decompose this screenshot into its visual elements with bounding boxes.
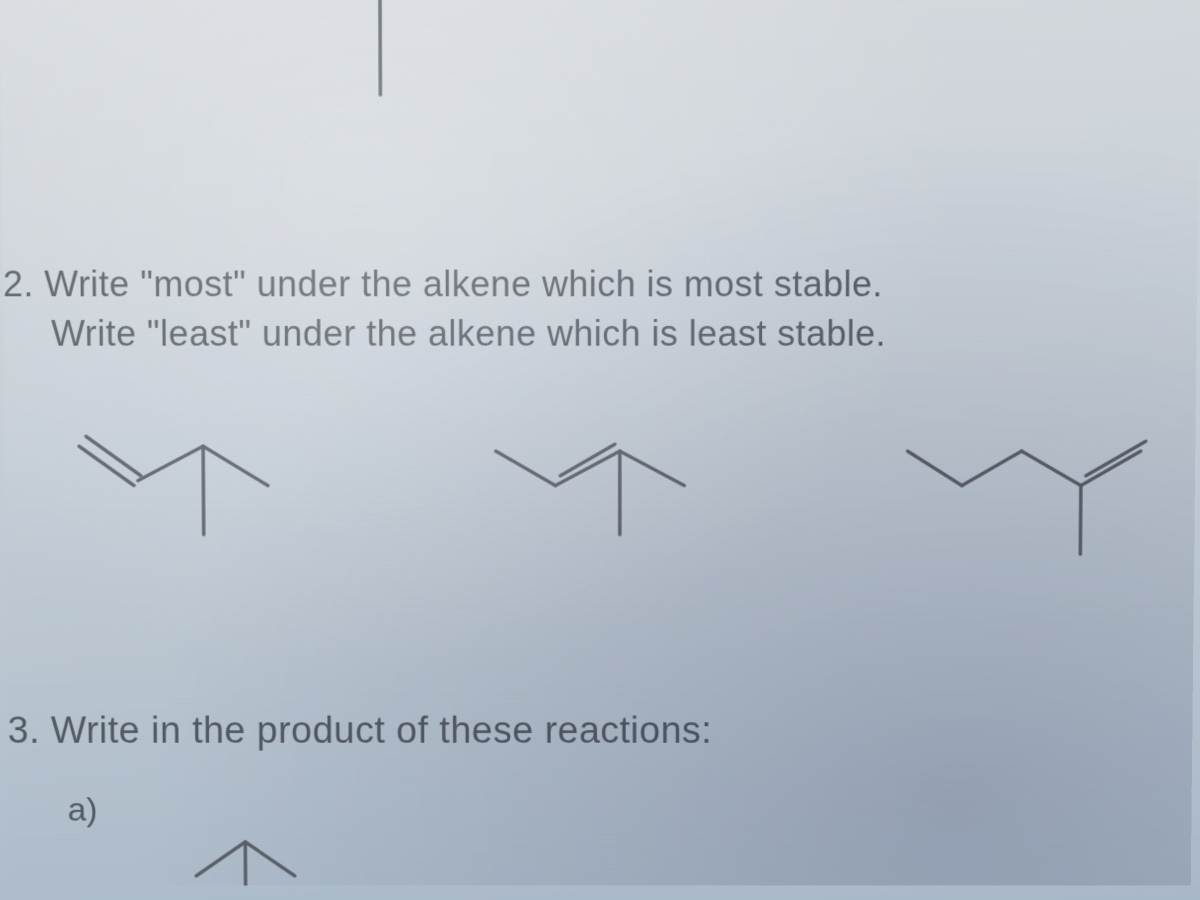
bottom-partial-structure: [176, 827, 314, 885]
question-3: 3. Write in the product of these reactio…: [7, 711, 1192, 830]
question-3-line-1: 3. Write in the product of these reactio…: [7, 711, 1192, 753]
worksheet-page: 2. Write "most" under the alkene which i…: [0, 0, 1200, 886]
question-3-number: 3.: [7, 711, 40, 752]
question-2-line-1: 2. Write "most" under the alkene which i…: [3, 264, 1197, 306]
alkene-structure-2: [481, 417, 739, 574]
alkene-structure-1: [64, 417, 323, 574]
question-2: 2. Write "most" under the alkene which i…: [3, 264, 1197, 355]
alkene-structures-row: [4, 417, 1195, 613]
top-partial-structure: [320, 0, 440, 120]
question-2-line-2: Write "least" under the alkene which is …: [3, 313, 1196, 354]
question-3-sub-a: a): [8, 791, 1191, 829]
question-2-number: 2.: [3, 264, 34, 305]
question-3-text: Write in the product of these reactions:: [51, 711, 713, 752]
question-2-text-1: Write "most" under the alkene which is m…: [44, 264, 883, 305]
alkene-structure-3: [897, 417, 1156, 574]
